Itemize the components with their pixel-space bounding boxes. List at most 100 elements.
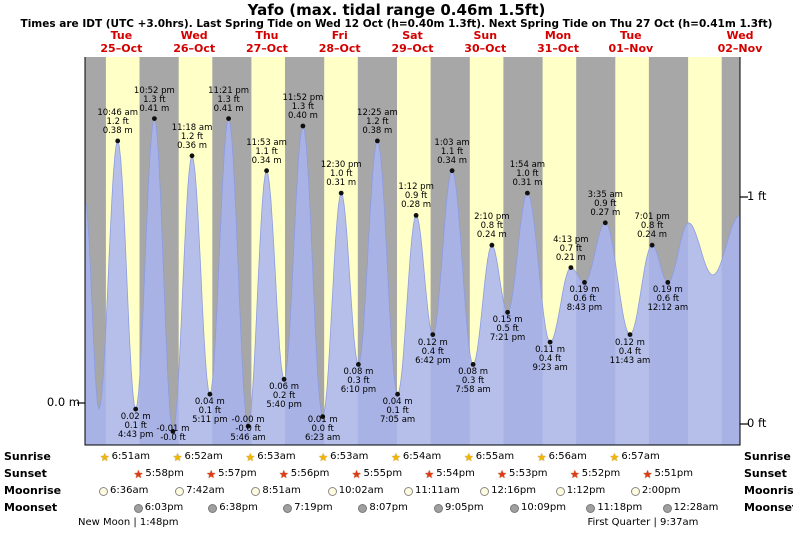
moonrise-time: 7:42am	[186, 485, 225, 496]
sunset-time: 5:57pm	[218, 468, 257, 479]
sunrise-time: 6:54am	[402, 451, 442, 462]
almanac-row-label-right-moonrise: Moonrise	[744, 484, 793, 497]
almanac-row-label-left-moonrise: Moonrise	[4, 484, 62, 497]
sunset-star: ★	[133, 467, 144, 481]
moonset-entry: 11:18pm	[586, 502, 642, 514]
almanac-row-label-left-sunrise: Sunrise	[4, 450, 51, 463]
tide-extremum-dot	[547, 339, 553, 345]
sunrise-time: 6:51am	[111, 451, 150, 462]
tide-extremum-dot	[320, 414, 326, 419]
tide-extremum-dot	[665, 280, 671, 285]
moonset-time: 8:07pm	[369, 502, 408, 513]
sunset-time: 5:52pm	[581, 468, 621, 479]
sunset-star: ★	[351, 467, 362, 481]
day-header-4-sat: Sat 29–Oct	[391, 29, 434, 55]
day-header-1-wed: Wed 26–Oct	[173, 29, 216, 55]
day-header-5-sun: Sun 30–Oct	[464, 29, 507, 55]
sunset-entry: ★ 5:58pm	[133, 468, 183, 480]
sunrise-star: ★	[391, 450, 401, 464]
tide-extremum-dot	[264, 168, 269, 174]
moonset-time: 11:18pm	[597, 502, 643, 513]
moonset-circle	[586, 503, 596, 513]
moonrise-circle	[630, 486, 640, 496]
almanac-row-label-right-sunset: Sunset	[744, 467, 787, 480]
moonrise-entry: 7:42am	[175, 485, 224, 497]
sunrise-time: 6:53am	[330, 451, 369, 462]
sunrise-entry: ★ 6:53am	[318, 451, 368, 463]
tide-extremum-dot	[627, 332, 633, 337]
moonrise-circle	[480, 486, 490, 496]
day-header-6-mon: Mon 31–Oct	[537, 29, 580, 55]
tide-extremum-dot	[226, 116, 232, 121]
moonrise-time: 2:00pm	[641, 485, 681, 496]
moonset-entry: 7:19pm	[283, 502, 333, 514]
moonrise-entry: 11:11am	[404, 485, 460, 497]
sunset-entry: ★ 5:54pm	[424, 468, 474, 480]
sunset-entry: ★ 5:51pm	[643, 468, 693, 480]
moonrise-time: 6:36am	[110, 485, 149, 496]
tide-extremum-dot	[602, 220, 608, 226]
tide-extremum-dot	[470, 362, 476, 367]
moonset-time: 6:03pm	[144, 502, 184, 513]
sunrise-time: 6:55am	[475, 451, 515, 462]
day-header-0-tue: Tue 25–Oct	[100, 29, 143, 55]
moon-phase-label: First Quarter | 9:37am	[587, 517, 699, 528]
moonset-entry: 12:28am	[662, 502, 718, 514]
moonrise-entry: 10:02am	[327, 485, 384, 497]
tide-extremum-dot	[115, 138, 121, 144]
almanac-row-label-left-moonset: Moonset	[4, 501, 58, 514]
sunset-star: ★	[278, 467, 289, 481]
sunrise-star: ★	[609, 450, 620, 464]
tide-extremum-dot	[152, 116, 157, 121]
tide-extremum-dot	[207, 391, 213, 397]
moonset-entry: 6:38pm	[208, 502, 258, 514]
almanac-row-label-left-sunset: Sunset	[4, 467, 47, 480]
tide-extremum-dot	[568, 265, 574, 270]
sunrise-star: ★	[318, 450, 329, 464]
moonrise-time: 10:02am	[338, 485, 384, 496]
moonset-time: 9:05pm	[445, 502, 484, 513]
sunrise-entry: ★ 6:56am	[537, 451, 587, 463]
sunset-entry: ★ 5:56pm	[279, 468, 329, 480]
page-title: Yafo (max. tidal range 0.46m 1.5ft)	[247, 1, 546, 19]
sunset-time: 5:55pm	[363, 468, 403, 479]
tide-extremum-dot	[300, 123, 306, 129]
tide-extremum-dot	[375, 138, 380, 144]
sunrise-entry: ★ 6:54am	[391, 451, 441, 463]
sunset-time: 5:54pm	[436, 468, 475, 479]
day-header-2-thu: Thu 27–Oct	[245, 29, 288, 55]
almanac-row-label-right-moonset: Moonset	[744, 501, 793, 514]
sunset-time: 5:56pm	[290, 468, 330, 479]
moonrise-circle	[327, 486, 337, 496]
sunrise-star: ★	[172, 450, 183, 464]
moonrise-circle	[555, 486, 565, 496]
moonset-circle	[662, 503, 672, 513]
page-subtitle: Times are IDT (UTC +3.0hrs). Last Spring…	[20, 18, 773, 30]
sunrise-star: ★	[463, 450, 474, 464]
tide-extremum-dot	[281, 376, 287, 382]
sunset-time: 5:58pm	[145, 468, 184, 479]
moonrise-entry: 2:00pm	[630, 485, 681, 497]
moonrise-time: 12:16pm	[491, 485, 536, 496]
day-header-8-wed: Wed 02–Nov	[717, 29, 763, 55]
sunset-star: ★	[569, 467, 580, 481]
sunset-star: ★	[424, 467, 435, 481]
moonrise-circle	[99, 486, 108, 496]
sunrise-entry: ★ 6:52am	[173, 451, 223, 463]
moonset-entry: 10:09pm	[510, 502, 566, 514]
sunset-entry: ★ 5:55pm	[352, 468, 402, 480]
sunrise-entry: ★ 6:53am	[245, 451, 295, 463]
sunrise-time: 6:53am	[257, 451, 296, 462]
moonrise-time: 11:11am	[415, 485, 460, 496]
moonset-circle	[208, 503, 218, 513]
sunrise-entry: ★ 6:57am	[610, 451, 660, 463]
moonset-entry: 9:05pm	[434, 502, 484, 514]
tide-extremum-dot	[525, 190, 530, 196]
moonset-circle	[510, 503, 520, 513]
tide-extremum-dot	[189, 153, 195, 159]
tide-extremum-dot	[649, 242, 655, 248]
moonrise-circle	[404, 486, 414, 496]
tide-extremum-dot	[133, 406, 139, 412]
moonrise-time: 8:51am	[262, 485, 301, 496]
moonset-entry: 6:03pm	[133, 502, 184, 514]
